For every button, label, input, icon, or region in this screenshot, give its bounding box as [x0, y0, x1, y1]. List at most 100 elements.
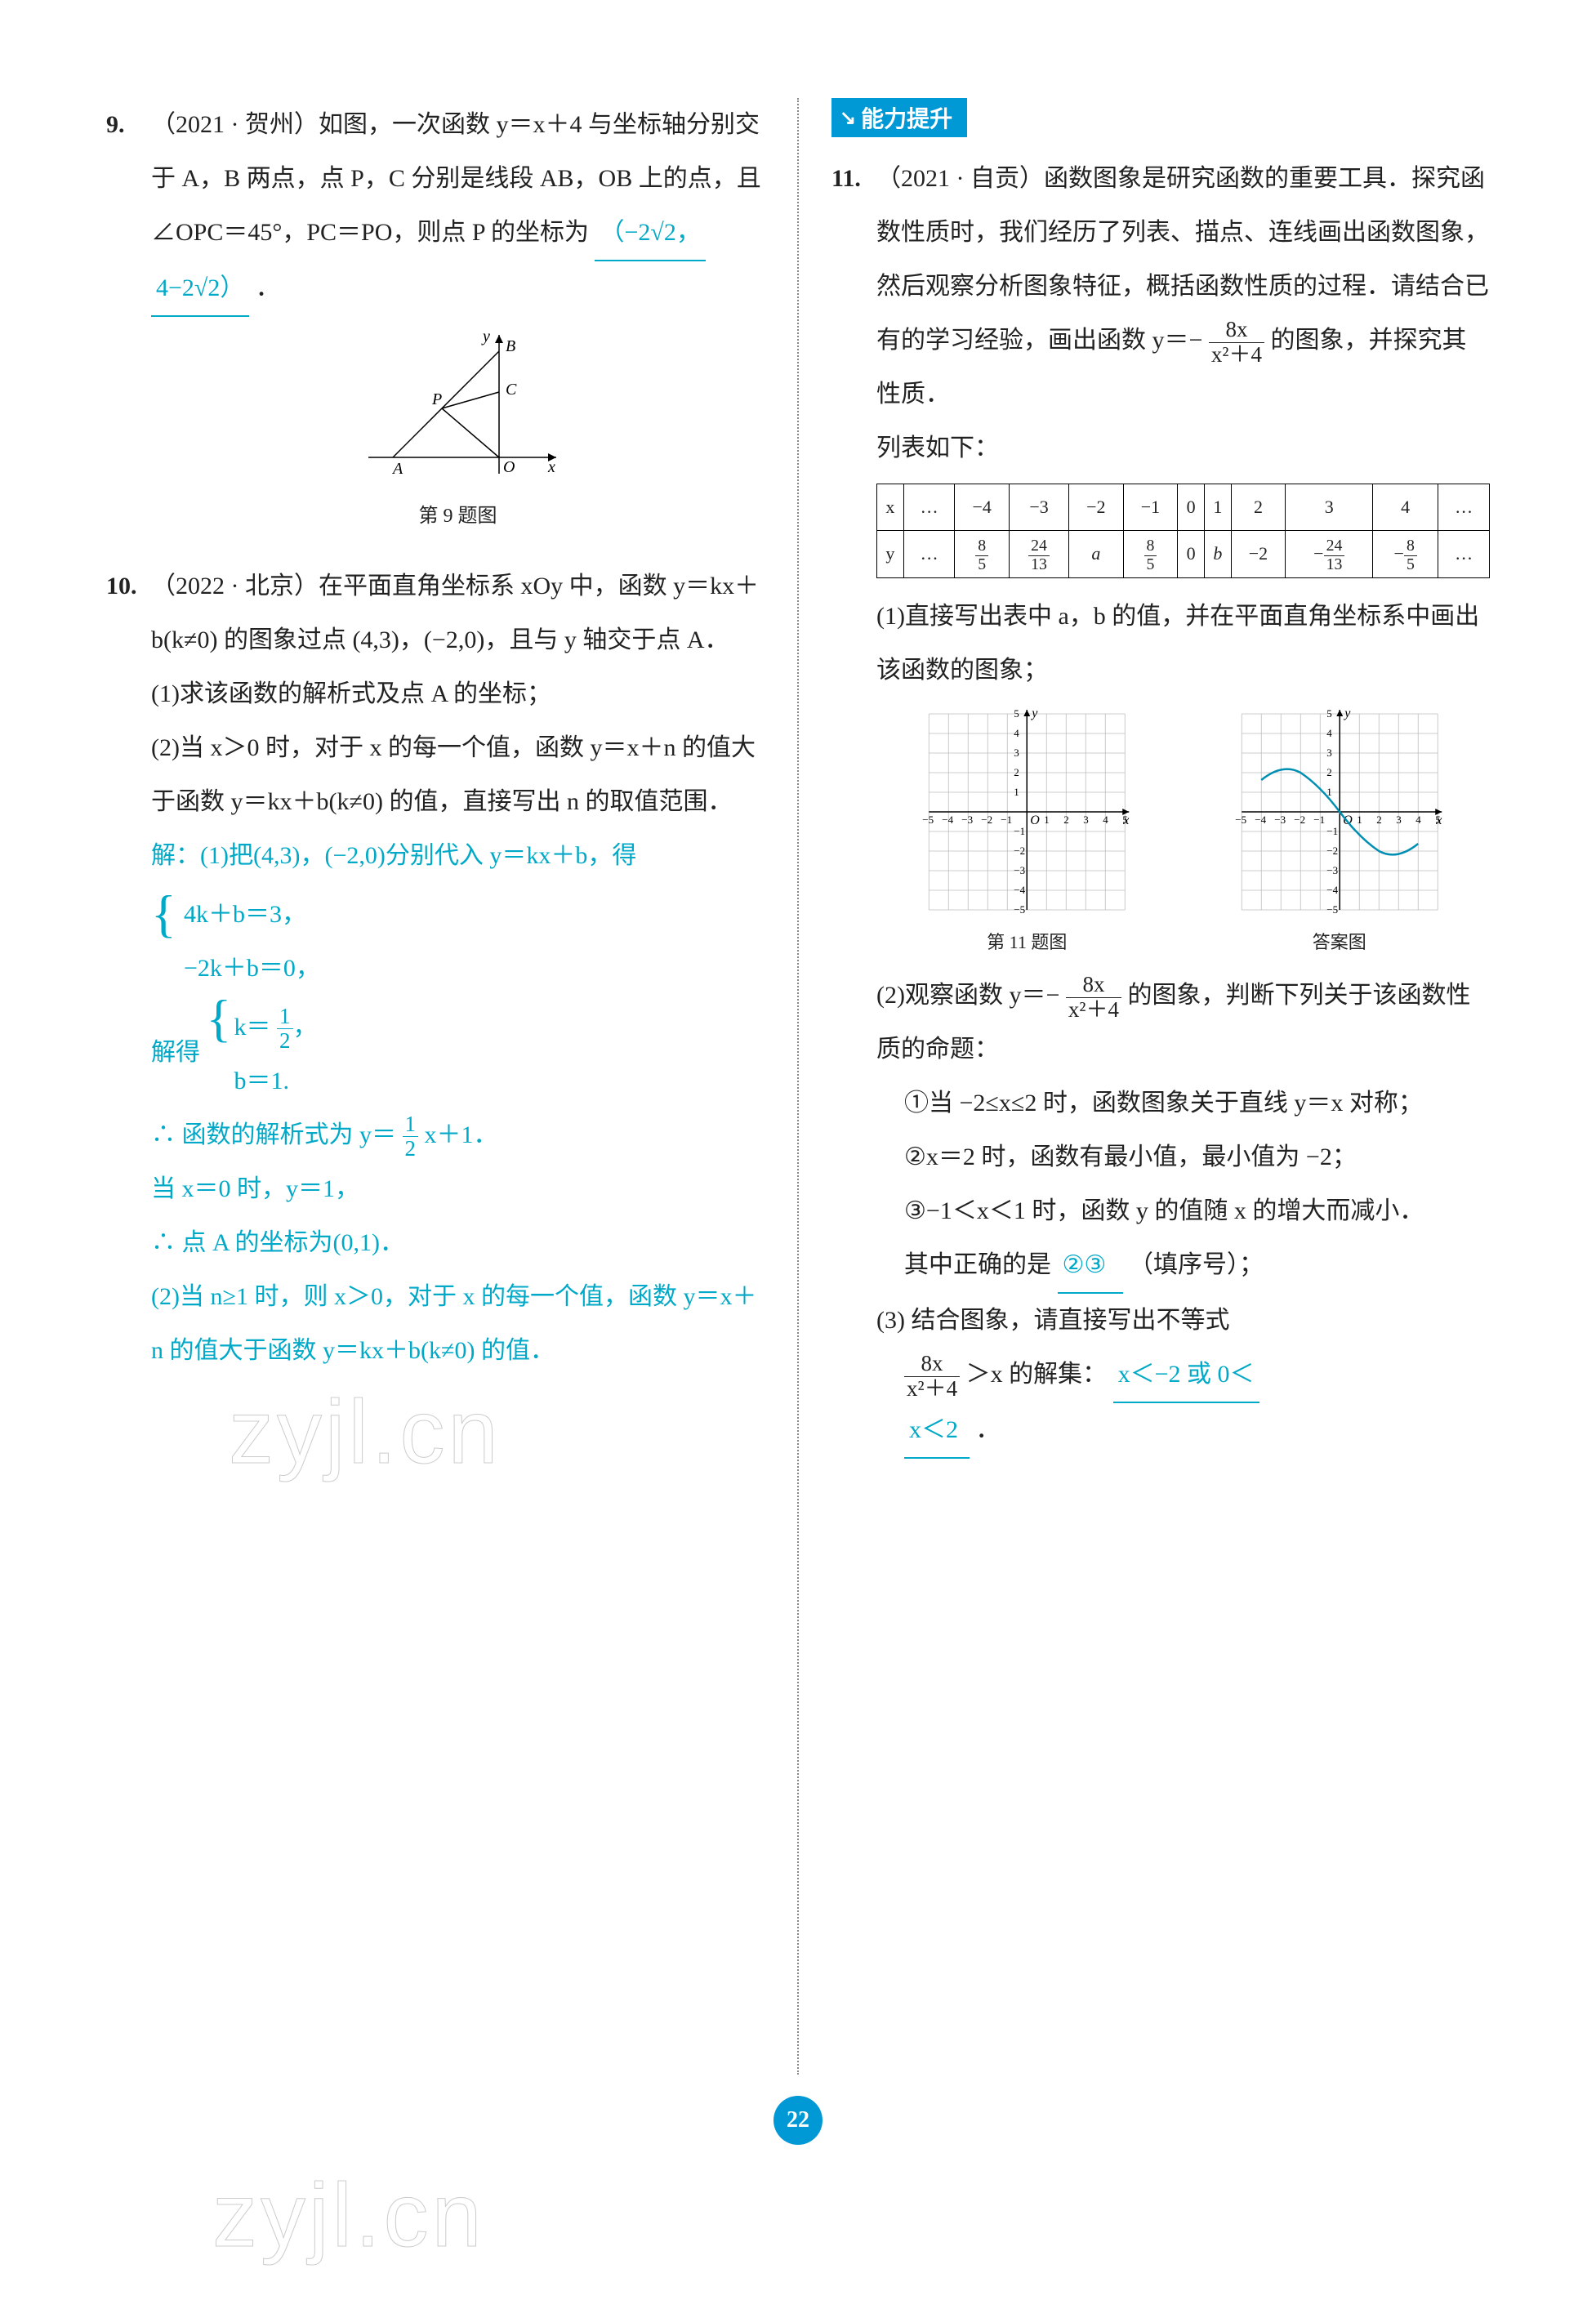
q10-solve: 解得 { k＝ 12， b＝1.	[151, 1001, 765, 1108]
grid-plot-answer: −5−5−4−4−3−3−2−2−1−11122334455 O x y	[1189, 706, 1491, 918]
svg-text:3: 3	[1326, 747, 1332, 759]
svg-text:y: y	[1343, 706, 1351, 720]
watermark-1: zyjl.cn	[229, 1380, 502, 1484]
sys2a: k＝	[234, 1014, 271, 1041]
q11-stem: （2021 · 自贡）函数图象是研究函数的重要工具．探究函数性质时，我们经历了列…	[876, 165, 1489, 354]
q11-p3: (3) 结合图象，请直接写出不等式 8xx²＋4 ＞x 的解集： x＜−2 或 …	[876, 1294, 1490, 1459]
yf4: 85	[1123, 531, 1178, 577]
badge-arrow-icon: ↘	[840, 106, 856, 130]
q10-part2: (2)当 x＞0 时，对于 x 的每一个值，函数 y＝x＋n 的值大于函数 y＝…	[151, 734, 756, 815]
q10-part1: (1)求该函数的解析式及点 A 的坐标；	[151, 680, 551, 707]
svg-text:−1: −1	[1014, 825, 1025, 837]
svg-text:O: O	[1030, 813, 1040, 827]
th-x: x	[877, 484, 904, 531]
svg-text:−4: −4	[942, 813, 953, 826]
q10-sol1: 解：(1)把(4,3)，(−2,0)分别代入 y＝kx＋b，得	[151, 842, 636, 869]
svg-text:y: y	[481, 328, 490, 345]
svg-text:3: 3	[1083, 813, 1089, 826]
svg-text:−4: −4	[1255, 813, 1266, 826]
cap-right: 答案图	[1189, 923, 1491, 962]
badge-label: 能力提升	[861, 101, 952, 134]
svg-text:−2: −2	[1326, 845, 1338, 857]
q11-p1: (1)直接写出表中 a，b 的值，并在平面直角坐标系中画出该函数的图象；	[876, 603, 1479, 684]
svg-text:−5: −5	[1235, 813, 1246, 826]
q11-c1: ①当 −2≤x≤2 时，函数图象关于直线 y＝x 对称；	[904, 1076, 1490, 1130]
q9-answer-line1: （−2√2，	[595, 206, 705, 261]
period: ．	[256, 274, 280, 301]
svg-text:2: 2	[1326, 766, 1332, 778]
svg-text:−1: −1	[1326, 825, 1338, 837]
q9-figure: A B C P O x y 第 9 题图	[151, 327, 765, 538]
svg-text:1: 1	[1357, 813, 1362, 826]
ability-badge: ↘ 能力提升	[831, 98, 967, 137]
svg-text:B: B	[506, 337, 515, 355]
svg-text:4: 4	[1326, 727, 1332, 739]
svg-text:−4: −4	[1326, 884, 1338, 896]
yf9: −85	[1373, 531, 1438, 577]
svg-text:−3: −3	[1274, 813, 1286, 826]
svg-text:2: 2	[1063, 813, 1069, 826]
q10-sol3: ∴ 函数的解析式为 y＝ 12 x＋1．	[151, 1108, 765, 1162]
svg-text:2: 2	[1376, 813, 1382, 826]
problem-text: （2021 · 自贡）函数图象是研究函数的重要工具．探究函数性质时，我们经历了列…	[876, 152, 1490, 1459]
problem-10: 10. （2022 · 北京）在平面直角坐标系 xOy 中，函数 y＝kx＋b(…	[106, 559, 765, 1378]
graph-left: −5−5−4−4−3−3−2−2−1−11122334455 O x y 第 1…	[876, 706, 1178, 962]
yf2: 2413	[1010, 531, 1069, 577]
sys1b: −2k＋b＝0，	[184, 942, 765, 996]
svg-text:5: 5	[1014, 707, 1019, 720]
cap-left: 第 11 题图	[876, 923, 1178, 962]
svg-text:−3: −3	[961, 813, 973, 826]
q10-system1: { 4k＋b＝3， −2k＋b＝0，	[151, 888, 765, 996]
q11-c3: ③−1＜x＜1 时，函数 y 的值随 x 的增大而减小．	[904, 1184, 1490, 1238]
svg-text:2: 2	[1014, 766, 1019, 778]
sys1a: 4k＋b＝3，	[184, 888, 765, 942]
svg-text:1: 1	[1014, 786, 1019, 798]
svg-text:−1: −1	[1001, 813, 1012, 826]
q9-caption: 第 9 题图	[151, 495, 765, 538]
p3-ans2: x＜2	[904, 1403, 970, 1459]
page-number: 22	[773, 2096, 823, 2145]
q11-c2: ②x＝2 时，函数有最小值，最小值为 −2；	[904, 1130, 1490, 1184]
q9-answer-line2: 4−2√2）	[151, 261, 249, 317]
q11-list-label: 列表如下：	[876, 435, 999, 461]
svg-text:A: A	[391, 460, 403, 478]
svg-text:−5: −5	[1326, 903, 1338, 916]
svg-text:−5: −5	[1014, 903, 1025, 916]
svg-text:−2: −2	[981, 813, 992, 826]
table-row-x: x … −4 −3 −2 −1 0 1 2 3 4 …	[877, 484, 1490, 531]
q10-stem: （2022 · 北京）在平面直角坐标系 xOy 中，函数 y＝kx＋b(k≠0)…	[151, 573, 759, 653]
column-divider	[797, 98, 799, 2075]
sys2b: b＝1.	[234, 1068, 290, 1094]
problem-number: 10.	[106, 559, 151, 1378]
q11-p2: (2)观察函数 y＝− 8xx²＋4 的图象，判断下列关于该函数性质的命题：	[876, 969, 1490, 1076]
q11-table: x … −4 −3 −2 −1 0 1 2 3 4 … y	[876, 484, 1490, 578]
svg-text:−2: −2	[1014, 845, 1025, 857]
svg-text:x: x	[1122, 813, 1129, 827]
problem-text: （2021 · 贺州）如图，一次函数 y＝x＋4 与坐标轴分别交于 A，B 两点…	[151, 98, 765, 548]
svg-text:x: x	[547, 458, 555, 476]
left-column: 9. （2021 · 贺州）如图，一次函数 y＝x＋4 与坐标轴分别交于 A，B…	[106, 98, 765, 2140]
svg-text:−5: −5	[922, 813, 934, 826]
svg-text:−3: −3	[1014, 864, 1025, 876]
svg-text:O: O	[503, 458, 515, 476]
problem-number: 11.	[831, 152, 876, 1459]
svg-text:P: P	[431, 390, 442, 408]
q9-diagram: A B C P O x y	[344, 327, 573, 490]
p2-ans-blank: ②③	[1058, 1238, 1123, 1294]
svg-text:C: C	[506, 381, 517, 399]
svg-text:−1: −1	[1313, 813, 1325, 826]
table-row-y: y … 85 2413 a 85 0 b −2 −2413 −85 …	[877, 531, 1490, 577]
f-d: 2	[277, 1029, 293, 1054]
q10-sol4: 当 x＝0 时，y＝1，	[151, 1162, 765, 1216]
right-column: ↘ 能力提升 11. （2021 · 自贡）函数图象是研究函数的重要工具．探究函…	[831, 98, 1490, 2140]
q11-graphs: −5−5−4−4−3−3−2−2−1−11122334455 O x y 第 1…	[876, 706, 1490, 962]
problem-number: 9.	[106, 98, 151, 548]
graph-right: −5−5−4−4−3−3−2−2−1−11122334455 O x y 答案图	[1189, 706, 1491, 962]
svg-text:−4: −4	[1014, 884, 1025, 896]
svg-text:4: 4	[1415, 813, 1421, 826]
f-n: 1	[277, 1005, 293, 1030]
problem-9: 9. （2021 · 贺州）如图，一次函数 y＝x＋4 与坐标轴分别交于 A，B…	[106, 98, 765, 548]
q10-sol5: ∴ 点 A 的坐标为(0,1)．	[151, 1216, 765, 1270]
q10-sol6: (2)当 n≥1 时，则 x＞0，对于 x 的每一个值，函数 y＝x＋n 的值大…	[151, 1270, 765, 1378]
svg-text:y: y	[1030, 706, 1038, 720]
